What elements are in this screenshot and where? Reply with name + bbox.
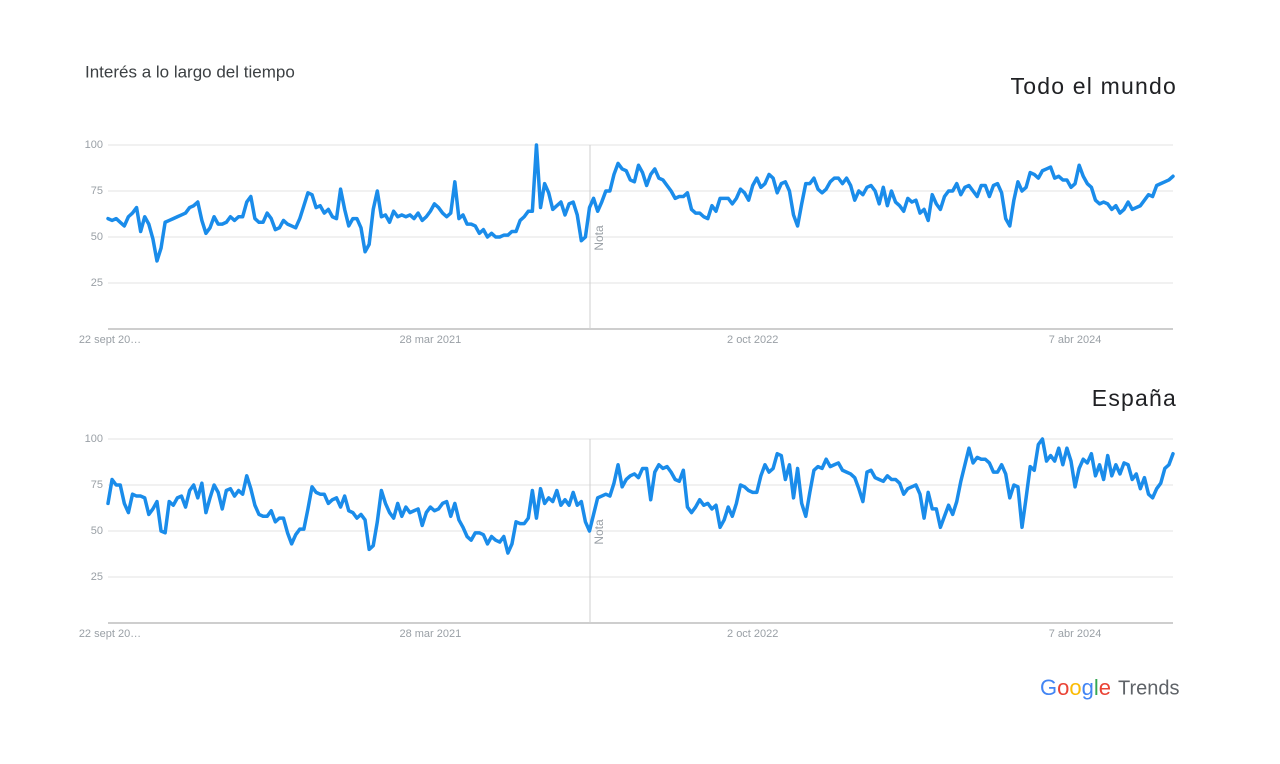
annotation-label: Nota <box>592 225 606 251</box>
x-tick-label: 22 sept 20… <box>79 628 141 640</box>
x-tick-label: 2 oct 2022 <box>727 628 778 640</box>
brand-product: Trends <box>1118 677 1180 699</box>
trend-line <box>106 143 1175 263</box>
brand-logo: Google <box>1040 675 1111 700</box>
y-tick-label: 75 <box>91 479 103 491</box>
x-tick-label: 22 sept 20… <box>79 334 141 346</box>
page-title: Interés a lo largo del tiempo <box>85 62 295 81</box>
y-tick-label: 25 <box>91 277 103 289</box>
y-tick-label: 50 <box>91 525 103 537</box>
x-tick-label: 28 mar 2021 <box>399 628 461 640</box>
x-tick-label: 28 mar 2021 <box>399 334 461 346</box>
y-tick-label: 25 <box>91 571 103 583</box>
x-tick-label: 7 abr 2024 <box>1049 628 1102 640</box>
chart-title: Todo el mundo <box>1011 73 1177 99</box>
trend-line <box>106 437 1175 555</box>
chart-title: España <box>1092 385 1177 411</box>
annotation-label: Nota <box>592 519 606 545</box>
y-tick-label: 75 <box>91 185 103 197</box>
x-tick-label: 7 abr 2024 <box>1049 334 1102 346</box>
y-tick-label: 100 <box>85 433 103 445</box>
y-tick-label: 50 <box>91 231 103 243</box>
x-tick-label: 2 oct 2022 <box>727 334 778 346</box>
y-tick-label: 100 <box>85 139 103 151</box>
